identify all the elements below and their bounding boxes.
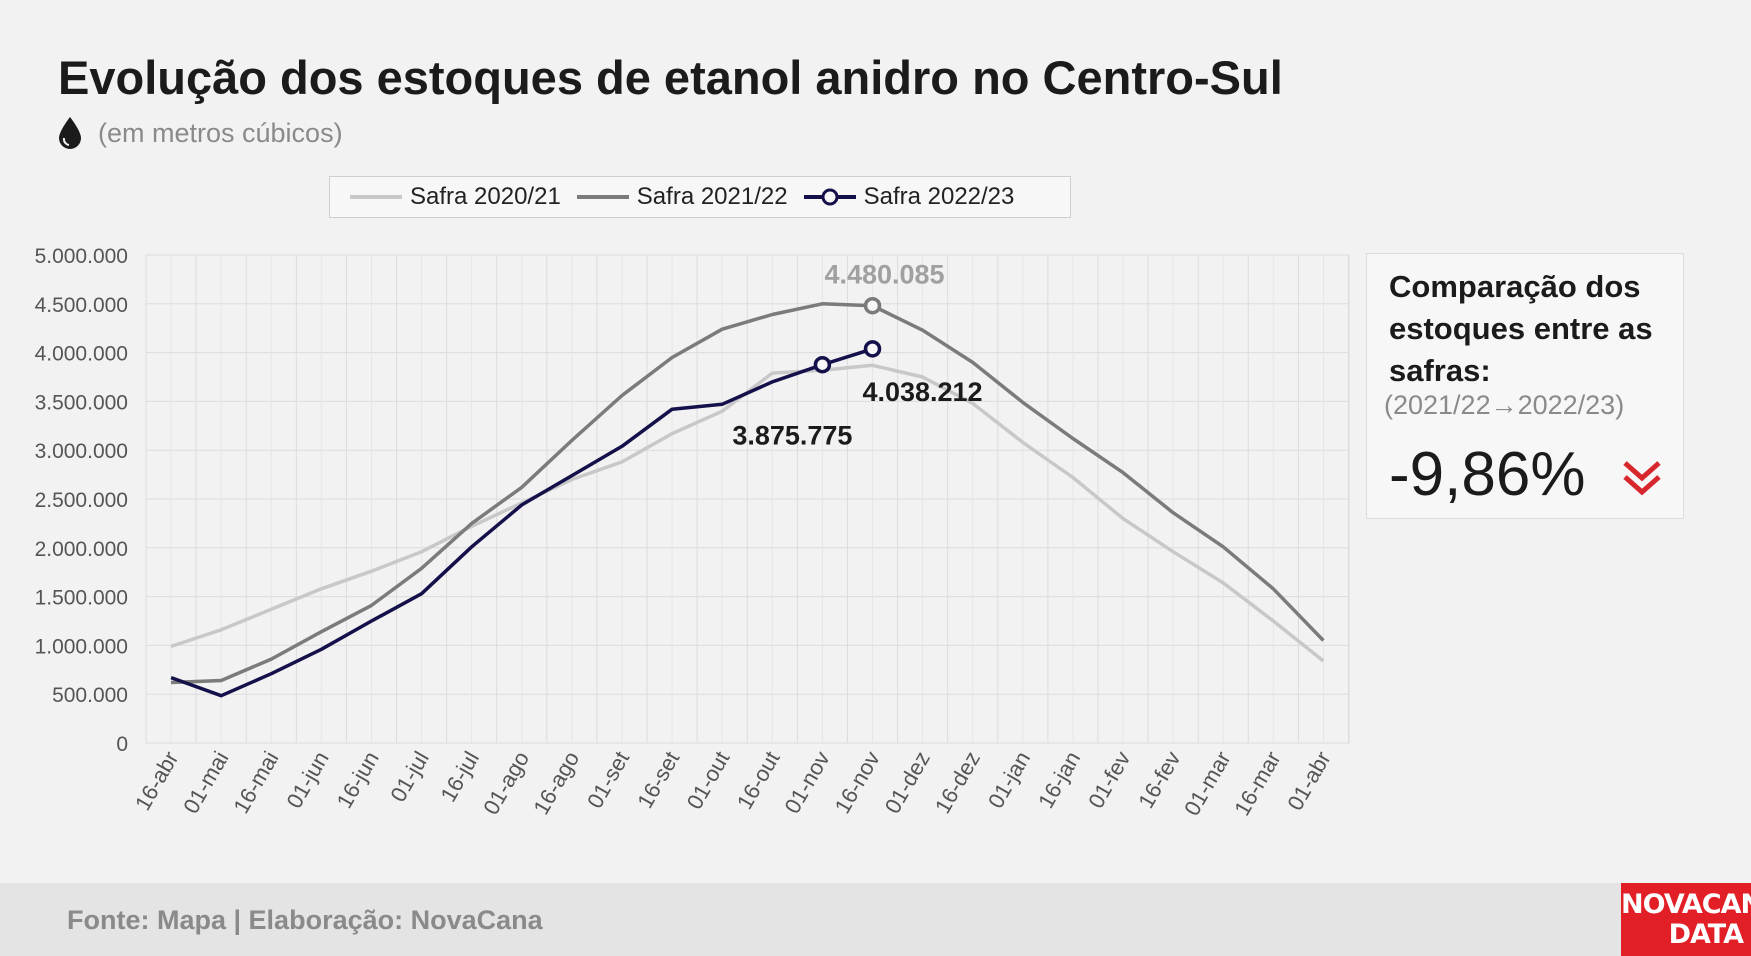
- data-labels: 4.480.085 4.038.212 3.875.775: [732, 260, 982, 451]
- y-tick-label: 3.500.000: [35, 391, 128, 414]
- legend-item-2020: Safra 2020/21: [348, 183, 561, 211]
- legend-item-2022: Safra 2022/23: [802, 183, 1015, 211]
- chart-title: Evolução dos estoques de etanol anidro n…: [58, 51, 1283, 104]
- chart-grid: [145, 254, 1350, 744]
- data-point-marker: [863, 296, 882, 315]
- y-tick-label: 3.000.000: [35, 440, 128, 463]
- y-tick-label: 500.000: [52, 684, 128, 707]
- x-tick-label: 16-ago: [528, 747, 584, 819]
- card-value: -9,86%: [1389, 440, 1586, 509]
- series-line-202122: [171, 302, 1325, 685]
- legend-label-2020: Safra 2020/21: [410, 183, 561, 210]
- y-tick-label: 2.500.000: [35, 489, 128, 512]
- x-tick-label: 16-jun: [332, 747, 384, 812]
- x-tick-label: 01-mai: [178, 747, 233, 818]
- y-tick-label: 0: [116, 733, 128, 756]
- legend-swatch-2022: [803, 188, 856, 206]
- x-tick-label: 16-dez: [930, 747, 985, 818]
- x-tick-label: 01-jul: [385, 747, 434, 806]
- x-tick-label: 16-fev: [1133, 747, 1185, 812]
- y-tick-label: 4.500.000: [35, 294, 128, 317]
- chart-legend: Safra 2020/21 Safra 2021/22 Safra 2022/2…: [329, 176, 1071, 218]
- subtitle-text: (em metros cúbicos): [98, 117, 343, 148]
- novacana-logo: NOVACANA DATA: [1621, 883, 1751, 956]
- x-tick-label: 01-set: [582, 747, 634, 812]
- card-subtitle: (2021/22→2022/23): [1384, 390, 1625, 420]
- data-label: 4.480.085: [824, 260, 944, 290]
- legend-label-2022: Safra 2022/23: [863, 183, 1015, 210]
- x-tick-label: 16-mar: [1229, 747, 1285, 820]
- x-tick-label: 01-out: [682, 747, 735, 814]
- x-tick-label: 16-mai: [228, 747, 283, 818]
- x-tick-label: 01-dez: [880, 747, 935, 818]
- series-markers: [813, 296, 882, 374]
- y-tick-label: 5.000.000: [35, 245, 128, 268]
- legend-swatch-2021: [576, 195, 629, 199]
- x-tick-label: 01-nov: [779, 747, 834, 818]
- footer: Fonte: Mapa | Elaboração: NovaCana: [0, 883, 1751, 956]
- logo-line-2: DATA: [1668, 919, 1744, 950]
- series-line-202223: [170, 347, 874, 698]
- y-axis: 0 500.000 1.000.000 1.500.000 2.000.000 2.500…: [35, 245, 128, 756]
- line-chart: 0 500.000 1.000.000 1.500.000 2.000.000 2.500…: [35, 245, 1350, 820]
- x-tick-label: 01-mar: [1179, 747, 1235, 820]
- source-note: Fonte: Mapa | Elaboração: NovaCana: [67, 905, 543, 935]
- y-tick-label: 2.000.000: [35, 538, 128, 561]
- x-tick-label: 01-fev: [1083, 747, 1135, 812]
- x-tick-label: 16-abr: [130, 747, 183, 815]
- x-tick-label: 01-abr: [1282, 747, 1335, 815]
- comparison-card: Comparação dos estoques entre as safras:…: [1366, 253, 1684, 519]
- drop-icon: [59, 117, 81, 149]
- x-tick-label: 16-jul: [435, 747, 484, 806]
- x-tick-label: 16-nov: [830, 747, 885, 818]
- data-point-marker: [813, 355, 832, 374]
- x-tick-label: 01-jan: [983, 747, 1035, 812]
- y-tick-label: 1.500.000: [35, 587, 128, 610]
- chart-subtitle: (em metros cúbicos): [58, 116, 343, 150]
- card-title: Comparação dos estoques entre as safras:: [1389, 269, 1653, 388]
- x-tick-label: 01-jun: [281, 747, 333, 812]
- x-tick-label: 01-ago: [478, 747, 534, 819]
- double-chevron-down-icon: [1623, 461, 1661, 496]
- logo-line-1: NOVACANA: [1621, 889, 1751, 920]
- legend-label-2021: Safra 2021/22: [636, 183, 788, 210]
- series-lines: [170, 302, 1325, 698]
- legend-item-2021: Safra 2021/22: [575, 183, 788, 211]
- x-tick-label: 16-out: [732, 747, 785, 814]
- data-label: 4.038.212: [862, 377, 982, 407]
- data-point-marker: [863, 340, 882, 358]
- data-label: 3.875.775: [732, 421, 852, 451]
- legend-swatch-2020: [350, 195, 402, 199]
- x-tick-label: 16-jan: [1033, 747, 1085, 812]
- y-tick-label: 4.000.000: [35, 343, 128, 366]
- y-tick-label: 1.000.000: [35, 635, 128, 658]
- x-tick-label: 16-set: [632, 747, 684, 812]
